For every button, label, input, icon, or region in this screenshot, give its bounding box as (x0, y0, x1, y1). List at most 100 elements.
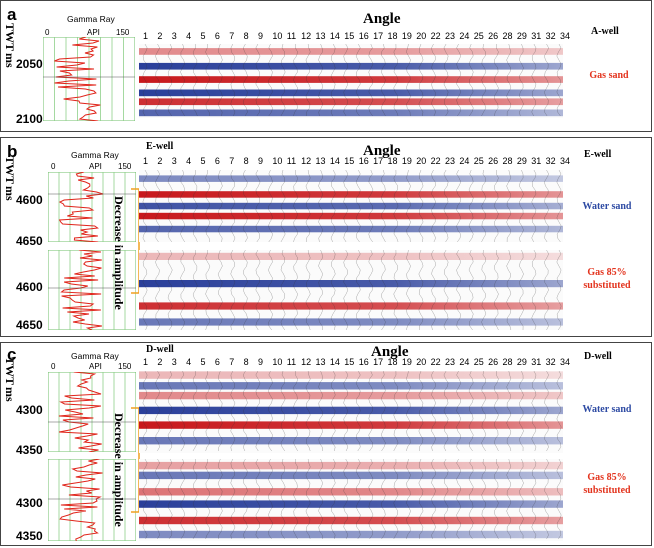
angle-tick-label: 2 (157, 31, 163, 41)
angle-tick-label: 26 (488, 156, 499, 166)
gamma-ray-track (43, 37, 135, 121)
twt-label: TWT (3, 23, 17, 52)
angle-tick-label: 14 (329, 31, 340, 41)
ms-label: ms (3, 53, 17, 68)
angle-tick-label: 5 (200, 156, 206, 166)
angle-tick-label: 12 (301, 357, 312, 367)
angle-tick-label: 20 (416, 357, 427, 367)
angle-tick-label: 15 (344, 357, 355, 367)
gamma-ray-min: 0 (51, 162, 56, 171)
angle-tick-label: 20 (416, 156, 427, 166)
ms-label: ms (3, 387, 17, 402)
angle-tick-label: 14 (329, 156, 340, 166)
gamma-ray-unit: API (89, 162, 102, 171)
angle-tick-label: 11 (286, 31, 297, 41)
seismic-gather-water (139, 170, 563, 242)
angle-tick-label: 7 (229, 357, 235, 367)
angle-tick-label: 6 (214, 156, 220, 166)
angle-tick-label: 17 (373, 31, 384, 41)
angle-tick-label: 4 (186, 31, 192, 41)
depth-label: 4650 (16, 234, 43, 248)
angle-tick-label: 10 (272, 357, 283, 367)
angle-tick-label: 31 (531, 156, 542, 166)
angle-tick-label: 12 (301, 31, 312, 41)
depth-label: 4350 (16, 529, 43, 543)
angle-ticks: 1 2 3 4 5 6 7 8 9 10 11 12 13 14 15 16 17 18 19 20 22 23 24 25 2… (143, 31, 570, 43)
angle-tick-label: 10 (272, 156, 283, 166)
depth-label: 4650 (16, 318, 43, 332)
angle-title: Angle (363, 143, 401, 159)
angle-tick-label: 2 (157, 357, 163, 367)
angle-tick-label: 22 (430, 156, 441, 166)
gamma-ray-title: Gamma Ray (67, 14, 115, 24)
angle-tick-label: 25 (473, 357, 484, 367)
angle-tick-label: 13 (315, 31, 326, 41)
gamma-ray-max: 150 (118, 362, 132, 371)
angle-tick-label: 18 (387, 357, 398, 367)
panel-c: c TWT ms 4300 4350 4300 4350 Gamma Ray A… (0, 342, 652, 546)
gas-note-line: substituted (583, 280, 631, 291)
panel-c-label: c (7, 345, 17, 364)
twt-label: TWT (3, 156, 17, 185)
angle-tick-label: 16 (358, 156, 369, 166)
angle-tick-label: 13 (315, 357, 326, 367)
angle-tick-label: 29 (516, 357, 527, 367)
angle-tick-label: 1 (143, 156, 149, 166)
angle-tick-label: 28 (502, 156, 513, 166)
gas-sand-note: Gas sand (589, 70, 629, 81)
decrease-in-amplitude-label: Decrease in amplitude (112, 196, 126, 310)
angle-tick-label: 32 (545, 31, 556, 41)
angle-tick-label: 2 (157, 156, 163, 166)
angle-tick-label: 29 (516, 31, 527, 41)
angle-tick-label: 31 (531, 31, 542, 41)
gas-note-line: Gas 85% (587, 267, 627, 278)
gamma-ray-track (48, 459, 136, 541)
angle-tick-label: 28 (502, 31, 513, 41)
panel-b: b TWT ms 4600 4650 4600 4650 Gamma Ray A… (0, 137, 652, 337)
gamma-ray-title: Gamma Ray (71, 150, 119, 160)
depth-label: 4300 (16, 496, 43, 510)
angle-tick-label: 9 (258, 357, 264, 367)
angle-tick-label: 25 (473, 156, 484, 166)
angle-tick-label: 1 (143, 31, 149, 41)
angle-tick-label: 13 (315, 156, 326, 166)
angle-tick-label: 19 (401, 31, 412, 41)
angle-tick-label: 26 (488, 31, 499, 41)
gamma-ray-unit: API (87, 28, 100, 37)
angle-tick-label: 4 (186, 156, 192, 166)
gamma-ray-title: Gamma Ray (71, 351, 119, 361)
angle-tick-label: 34 (560, 156, 571, 166)
gamma-ray-track (48, 372, 136, 452)
angle-tick-label: 11 (286, 357, 297, 367)
angle-tick-label: 6 (214, 31, 220, 41)
angle-tick-label: 25 (473, 31, 484, 41)
angle-tick-label: 19 (401, 357, 412, 367)
angle-tick-label: 17 (373, 357, 384, 367)
angle-tick-label: 10 (272, 31, 283, 41)
angle-tick-label: 18 (387, 156, 398, 166)
gas-note-line: substituted (583, 485, 631, 496)
angle-ticks: 1 2 3 4 5 6 7 8 9 10 11 12 13 14 15 16 17 18 19 20 22 23 24 25 2… (143, 357, 570, 369)
angle-tick-label: 1 (143, 357, 149, 367)
angle-ticks: 1 2 3 4 5 6 7 8 9 10 11 12 13 14 15 16 17 18 19 20 22 23 24 25 2… (143, 156, 570, 168)
angle-tick-label: 24 (459, 31, 470, 41)
gamma-ray-max: 150 (118, 162, 132, 171)
angle-tick-label: 34 (560, 31, 571, 41)
angle-tick-label: 15 (344, 31, 355, 41)
well-name: A-well (591, 26, 619, 37)
angle-tick-label: 5 (200, 31, 206, 41)
gamma-ray-min: 0 (45, 28, 50, 37)
angle-tick-label: 32 (545, 357, 556, 367)
seismic-gather-water (139, 371, 563, 453)
seismic-gather (139, 44, 563, 118)
angle-tick-label: 8 (243, 357, 249, 367)
angle-tick-label: 29 (516, 156, 527, 166)
angle-tick-label: 23 (444, 156, 455, 166)
angle-tick-label: 3 (171, 357, 177, 367)
angle-tick-label: 26 (488, 357, 499, 367)
seismic-gather-gas (139, 459, 563, 541)
angle-tick-label: 20 (416, 31, 427, 41)
angle-tick-label: 16 (358, 31, 369, 41)
panel-a-label: a (7, 5, 17, 24)
well-name-left: D-well (146, 344, 174, 355)
